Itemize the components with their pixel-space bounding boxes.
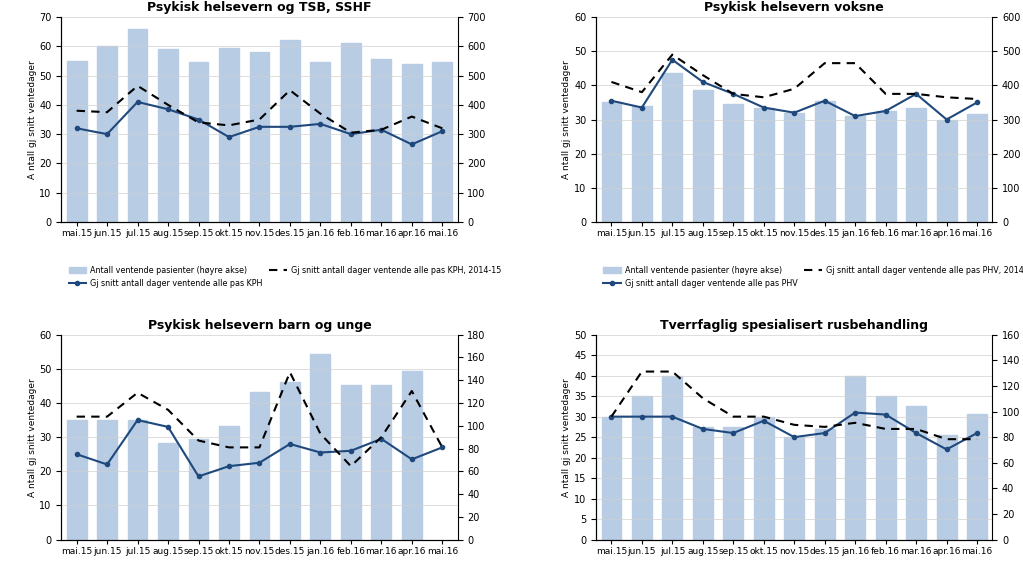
- Bar: [311, 62, 330, 222]
- Bar: [602, 102, 621, 222]
- Bar: [311, 354, 330, 540]
- Bar: [219, 48, 239, 222]
- Bar: [723, 104, 743, 222]
- Bar: [967, 414, 987, 540]
- Bar: [97, 47, 117, 222]
- Bar: [159, 443, 178, 540]
- Bar: [967, 114, 987, 222]
- Bar: [250, 52, 269, 222]
- Bar: [876, 396, 895, 540]
- Bar: [785, 112, 804, 222]
- Title: Psykisk helsevern barn og unge: Psykisk helsevern barn og unge: [147, 319, 371, 332]
- Bar: [433, 62, 452, 222]
- Bar: [341, 385, 361, 540]
- Bar: [250, 391, 269, 540]
- Bar: [906, 107, 926, 222]
- Bar: [814, 101, 835, 222]
- Bar: [754, 417, 773, 540]
- Title: Tverrfaglig spesialisert rusbehandling: Tverrfaglig spesialisert rusbehandling: [660, 319, 928, 332]
- Bar: [219, 426, 239, 540]
- Bar: [785, 437, 804, 540]
- Bar: [602, 417, 621, 540]
- Bar: [814, 429, 835, 540]
- Bar: [159, 49, 178, 222]
- Bar: [693, 90, 713, 222]
- Y-axis label: A ntall gj snitt ventedager: A ntall gj snitt ventedager: [563, 60, 571, 179]
- Bar: [66, 61, 87, 222]
- Y-axis label: A ntall gj snitt ventedager: A ntall gj snitt ventedager: [28, 378, 37, 496]
- Bar: [188, 440, 209, 540]
- Title: Psykisk helsevern voksne: Psykisk helsevern voksne: [705, 2, 884, 15]
- Bar: [371, 60, 391, 222]
- Bar: [188, 62, 209, 222]
- Bar: [341, 43, 361, 222]
- Legend: Antall ventende pasienter (høyre akse), Gj snitt antall dager ventende alle pas : Antall ventende pasienter (høyre akse), …: [601, 263, 1023, 291]
- Bar: [876, 111, 895, 222]
- Bar: [371, 385, 391, 540]
- Bar: [906, 406, 926, 540]
- Bar: [663, 73, 682, 222]
- Bar: [402, 371, 421, 540]
- Y-axis label: A ntall gj snitt ventedager: A ntall gj snitt ventedager: [28, 60, 37, 179]
- Bar: [663, 375, 682, 540]
- Bar: [845, 375, 865, 540]
- Bar: [723, 427, 743, 540]
- Legend: Antall ventende pasienter (høyre akse), Gj snitt antall dager ventende alle pas : Antall ventende pasienter (høyre akse), …: [65, 263, 504, 291]
- Bar: [280, 382, 300, 540]
- Bar: [845, 116, 865, 222]
- Bar: [632, 106, 652, 222]
- Title: Psykisk helsevern og TSB, SSHF: Psykisk helsevern og TSB, SSHF: [147, 2, 371, 15]
- Bar: [754, 107, 773, 222]
- Bar: [937, 119, 957, 222]
- Bar: [97, 420, 117, 540]
- Bar: [128, 29, 147, 222]
- Bar: [693, 427, 713, 540]
- Bar: [128, 420, 147, 540]
- Bar: [280, 40, 300, 222]
- Bar: [632, 396, 652, 540]
- Bar: [66, 420, 87, 540]
- Y-axis label: A ntall gj snitt ventedager: A ntall gj snitt ventedager: [563, 378, 571, 496]
- Bar: [937, 435, 957, 540]
- Bar: [402, 64, 421, 222]
